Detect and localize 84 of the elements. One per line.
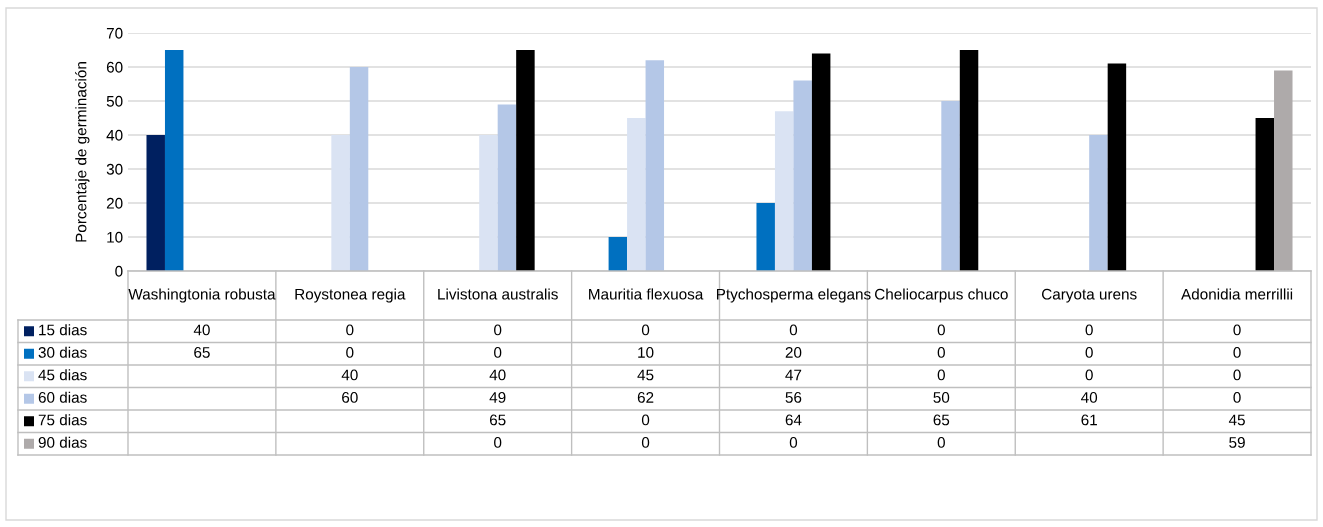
x-tick-label: Adonidia merrillii (1181, 288, 1293, 300)
bar (479, 135, 498, 271)
data-label: 62 (637, 392, 654, 403)
data-label: 0 (641, 414, 650, 426)
data-label: 0 (346, 347, 354, 358)
data-label: 0 (494, 324, 502, 336)
bar (331, 135, 350, 271)
x-tick-label: Ptychosperma elegans (716, 288, 871, 303)
data-label: 0 (789, 437, 798, 448)
data-label: 0 (1085, 324, 1093, 336)
bar (1107, 63, 1127, 271)
data-label: 65 (489, 414, 506, 426)
bar (1255, 118, 1275, 271)
data-label: 0 (789, 324, 798, 336)
y-tick-label: 60 (106, 61, 123, 73)
data-label: 0 (1085, 369, 1093, 381)
data-label: 0 (641, 437, 650, 448)
data-label: 49 (489, 392, 506, 403)
bar (645, 60, 665, 271)
data-label: 64 (785, 414, 802, 426)
x-tick-label: Washingtonia robusta (128, 288, 276, 303)
legend-label: 90 dias (38, 436, 87, 448)
y-tick-label: 70 (106, 27, 123, 39)
data-label: 0 (494, 347, 502, 358)
data-label: 59 (1229, 437, 1245, 448)
y-tick-label: 10 (107, 231, 123, 243)
data-label: 0 (937, 437, 945, 448)
bar (349, 67, 369, 271)
x-tick-label: Roystonea regia (295, 288, 406, 303)
legend-label: 75 dias (38, 414, 87, 426)
data-label: 0 (1233, 347, 1241, 358)
data-label: 61 (1081, 414, 1097, 426)
bar (774, 111, 794, 271)
legend-label: 30 dias (38, 346, 87, 358)
data-label: 65 (194, 347, 210, 358)
bar (516, 50, 535, 271)
legend-label: 60 dias (38, 391, 87, 403)
data-label: 40 (341, 369, 358, 381)
data-label: 0 (937, 324, 945, 336)
bar (627, 118, 646, 271)
data-label: 20 (785, 347, 802, 358)
bar (146, 135, 165, 271)
data-label: 0 (1233, 324, 1241, 336)
bar (756, 203, 775, 271)
data-label: 40 (1081, 392, 1098, 403)
bar (959, 50, 979, 271)
data-label: 0 (937, 369, 945, 381)
bar (793, 80, 812, 271)
x-tick-label: Livistona australis (438, 288, 558, 300)
bar (608, 237, 628, 271)
y-axis-title: Porcentaje de germinación (75, 62, 90, 242)
y-tick-label: 50 (106, 95, 123, 107)
y-tick-label: 20 (106, 197, 123, 209)
bar (497, 104, 517, 271)
bar (164, 50, 184, 271)
data-label: 0 (641, 324, 650, 336)
bar (1089, 135, 1108, 271)
y-tick-label: 40 (106, 129, 123, 141)
y-tick-label: 30 (106, 163, 123, 175)
data-label: 45 (637, 369, 654, 381)
data-label: 40 (193, 324, 210, 336)
bar (941, 101, 960, 271)
data-label: 65 (933, 414, 950, 426)
y-tick-label: 0 (115, 265, 123, 277)
bar (811, 53, 831, 271)
legend-label: 45 dias (38, 369, 87, 381)
data-label: 45 (1228, 414, 1245, 426)
data-label: 0 (937, 347, 945, 358)
data-label: 40 (489, 369, 506, 381)
data-label: 0 (346, 324, 354, 336)
data-label: 0 (494, 437, 502, 448)
data-label: 56 (785, 392, 802, 403)
data-label: 60 (342, 392, 358, 403)
x-tick-label: Caryota urens (1041, 288, 1137, 303)
data-label: 0 (1233, 369, 1241, 381)
data-label: 0 (1085, 347, 1093, 358)
legend-label: 15 dias (39, 324, 87, 336)
x-tick-label: Cheliocarpus chuco (875, 288, 1008, 303)
data-label: 10 (638, 347, 654, 358)
x-tick-label: Mauritia flexuosa (589, 288, 704, 300)
data-label: 0 (1233, 392, 1241, 403)
bar (1274, 70, 1293, 271)
data-label: 50 (933, 392, 950, 403)
data-label: 47 (785, 369, 802, 381)
